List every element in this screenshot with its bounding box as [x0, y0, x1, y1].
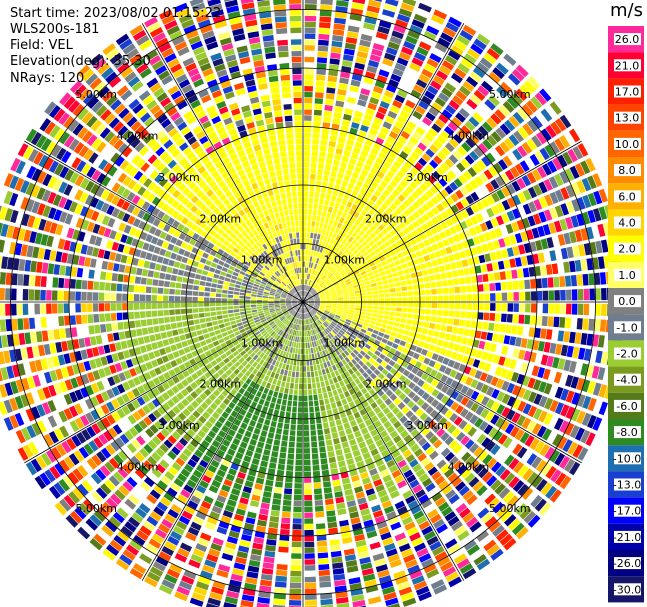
- colorbar-tick-label: 8.0: [618, 164, 636, 177]
- range-ring-label: 3.00km: [158, 171, 200, 184]
- range-ring-label: 2.00km: [365, 212, 407, 225]
- colorbar-tick-label: 13.0: [615, 112, 640, 125]
- velocity-rays: [0, 0, 625, 607]
- colorbar-tick-label: 21.0: [615, 59, 640, 72]
- colorbar-tick-label: -21.0: [613, 531, 641, 544]
- colorbar-tick-label: -8.0: [616, 426, 637, 439]
- colorbar-tick-label: -4.0: [616, 374, 637, 387]
- range-ring-label: 5.00km: [75, 502, 117, 515]
- range-ring-label: 1.00km: [324, 254, 366, 267]
- range-ring-label: 5.00km: [489, 88, 531, 101]
- colorbar-tick-label: 17.0: [615, 86, 640, 99]
- range-ring-label: 4.00km: [448, 460, 490, 473]
- field-text: Field: VEL: [10, 38, 73, 53]
- range-ring-label: 5.00km: [75, 88, 117, 101]
- range-ring-labels: 1.00km 1.00km 1.00km 1.00km 2.00km 2.00km 2.00…: [75, 88, 530, 515]
- colorbar-tick-label: 6.0: [618, 190, 636, 203]
- range-ring-label: 2.00km: [199, 378, 241, 391]
- start-time-text: Start time: 2023/08/02 01:15:22: [10, 6, 222, 21]
- range-ring-label: 1.00km: [324, 336, 366, 349]
- elevation-text: Elevation(deg): 35.30: [10, 54, 151, 69]
- range-ring-label: 2.00km: [199, 212, 241, 225]
- colorbar-tick-label: -6.0: [616, 400, 637, 413]
- colorbar-tick-label: -1.0: [616, 321, 637, 334]
- range-ring-label: 4.00km: [448, 130, 490, 143]
- colorbar-tick-label: -10.0: [613, 452, 641, 465]
- colorbar-tick-label: -13.0: [613, 479, 641, 492]
- colorbar-tick-label: -2.0: [616, 348, 637, 361]
- instrument-text: WLS200s-181: [10, 22, 100, 37]
- colorbar-tick-label: 26.0: [615, 33, 640, 46]
- colorbar-tick-label: 2.0: [618, 243, 636, 256]
- range-ring-label: 1.00km: [241, 336, 283, 349]
- colorbar-tick-label: -26.0: [613, 557, 641, 570]
- colorbar: 26.0 21.0 17.0 13.0 10.0 8.0 6.0 4.0 2.0 1.0 0.0 -1…: [608, 26, 644, 603]
- colorbar-tick-label: 0.0: [618, 295, 636, 308]
- colorbar-tick-label: 1.0: [618, 269, 636, 282]
- colorbar-tick-label: 4.0: [618, 217, 636, 230]
- colorbar-tick-label: 10.0: [615, 138, 640, 151]
- colorbar-tick-label: -17.0: [613, 505, 641, 518]
- azimuth-spokes: [0, 0, 625, 607]
- range-ring-label: 3.00km: [406, 419, 448, 432]
- range-ring-label: 5.00km: [489, 502, 531, 515]
- range-ring-label: 3.00km: [406, 171, 448, 184]
- range-ring-label: 1.00km: [241, 254, 283, 267]
- range-ring-label: 4.00km: [117, 130, 159, 143]
- colorbar-tick-label: -30.0: [613, 583, 641, 596]
- nrays-text: NRays: 120: [10, 71, 85, 86]
- range-ring-label: 2.00km: [365, 378, 407, 391]
- range-ring-label: 4.00km: [117, 460, 159, 473]
- range-ring-label: 3.00km: [158, 419, 200, 432]
- colorbar-unit: m/s: [610, 0, 643, 21]
